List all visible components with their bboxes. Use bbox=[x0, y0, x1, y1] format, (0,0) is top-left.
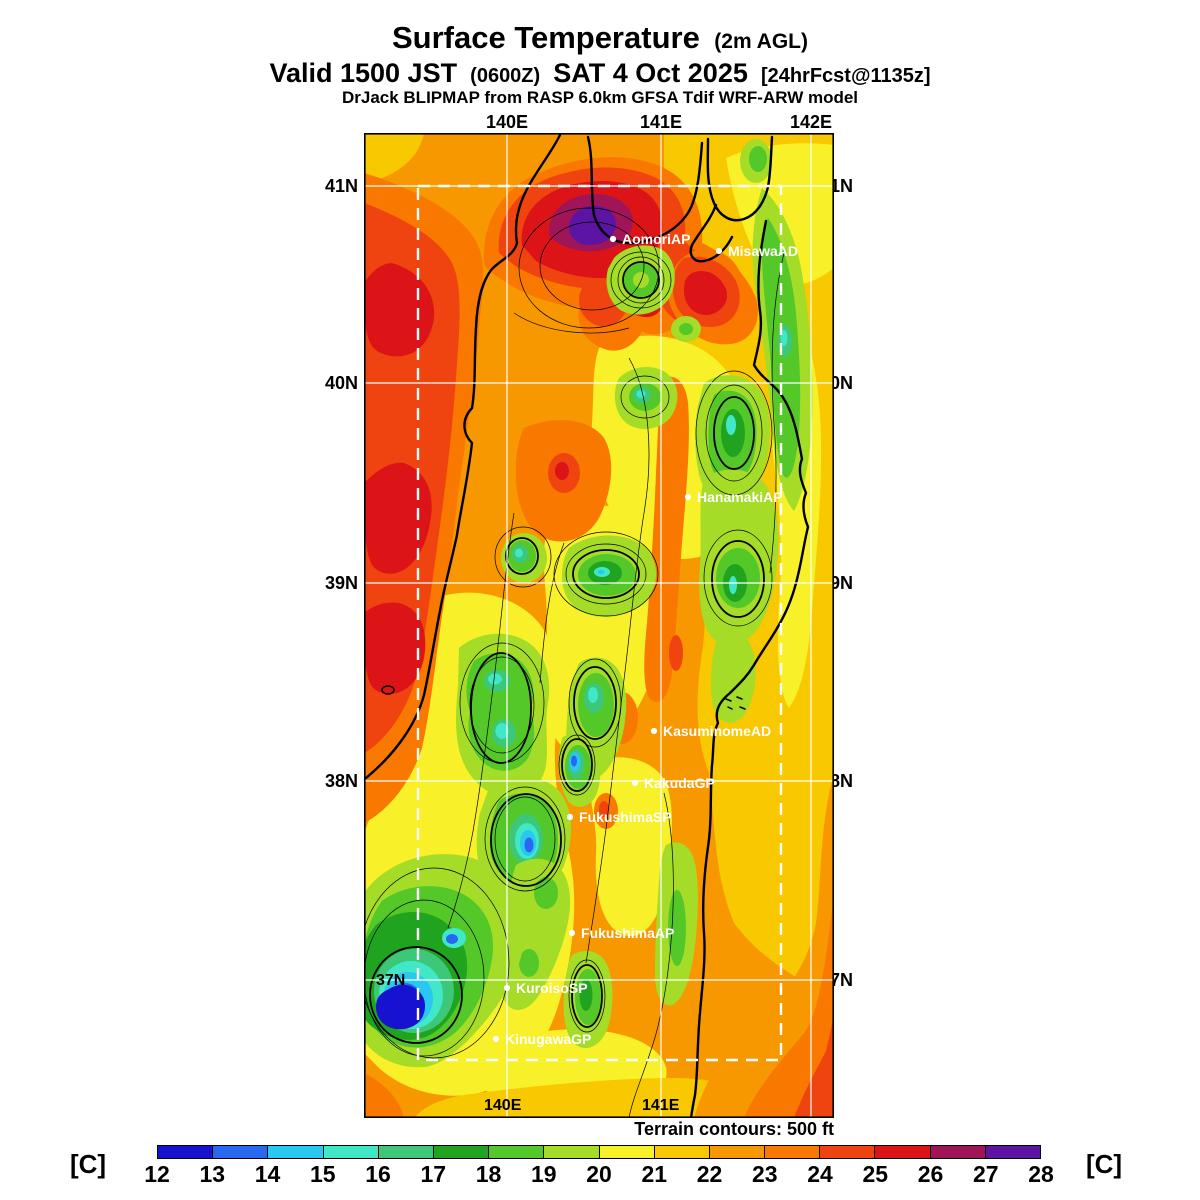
colorbar-tick-label: 25 bbox=[862, 1161, 889, 1187]
model-subtitle: DrJack BLIPMAP from RASP 6.0km GFSA Tdif… bbox=[341, 88, 859, 107]
station-label: KasuminomeAD bbox=[663, 723, 771, 739]
lat-label-left: 38N bbox=[324, 771, 358, 791]
valid-date: SAT 4 Oct 2025 bbox=[553, 58, 748, 88]
inner-graticule-labels: 37N 140E 141E bbox=[376, 972, 680, 1114]
colorbar-unit-left: [C] bbox=[70, 1149, 107, 1179]
station-dot bbox=[568, 929, 576, 937]
colorbar-tick-label: 13 bbox=[199, 1161, 226, 1187]
colorbar-segment bbox=[819, 1146, 875, 1158]
colorbar-segment bbox=[322, 1146, 378, 1158]
lon-label-top: 141E bbox=[639, 112, 683, 132]
colorbar-segment bbox=[764, 1146, 820, 1158]
colorbar-segment bbox=[984, 1146, 1040, 1158]
inner-graticule-label: 37N bbox=[376, 972, 405, 989]
station-label: AomoriAP bbox=[622, 231, 690, 247]
colorbar-tick-label: 27 bbox=[972, 1161, 999, 1187]
colorbar-tick-label: 28 bbox=[1028, 1161, 1054, 1187]
colorbar-segment bbox=[598, 1146, 654, 1158]
forecast-cycle: [24hrFcst@1135z] bbox=[760, 65, 931, 87]
lat-label-left: 39N bbox=[324, 573, 358, 593]
lat-label-left: 41N bbox=[324, 176, 358, 196]
colorbar-unit-right: [C] bbox=[1086, 1149, 1123, 1179]
zulu-time: (0600Z) bbox=[470, 65, 541, 87]
colorbar-tick-label: 17 bbox=[420, 1161, 447, 1187]
model-domain-box bbox=[416, 184, 783, 1062]
lon-label-top: 142E bbox=[789, 112, 833, 132]
colorbar-segment bbox=[432, 1146, 489, 1158]
station-dot bbox=[684, 493, 692, 501]
valid-time-line: Valid 1500 JST (0600Z) SAT 4 Oct 2025 [2… bbox=[0, 58, 1200, 89]
map-border bbox=[364, 133, 834, 1118]
colorbar bbox=[157, 1145, 1041, 1159]
station-label: FukushimaSP bbox=[579, 809, 672, 825]
station-dot bbox=[566, 813, 574, 821]
station-dot bbox=[715, 247, 723, 255]
lon-label-top: 140E bbox=[485, 112, 529, 132]
station-label: KinugawaGP bbox=[505, 1031, 591, 1047]
station-dot bbox=[650, 727, 658, 735]
valid-label: Valid 1500 JST bbox=[269, 58, 458, 88]
terrain-contours bbox=[364, 207, 785, 1118]
colorbar-segment bbox=[377, 1146, 433, 1158]
colorbar-segment bbox=[488, 1146, 544, 1158]
colorbar-segment bbox=[158, 1146, 213, 1158]
colorbar-tick-label: 18 bbox=[475, 1161, 502, 1187]
colorbar-tick-label: 22 bbox=[696, 1161, 723, 1187]
colorbar-tick-label: 23 bbox=[751, 1161, 778, 1187]
terrain-contour-note: Terrain contours: 500 ft bbox=[634, 1119, 834, 1139]
colorbar-segment bbox=[874, 1146, 930, 1158]
station-dot bbox=[503, 984, 511, 992]
colorbar-tick-label: 21 bbox=[641, 1161, 668, 1187]
station-label: FukushimaAP bbox=[581, 925, 674, 941]
colorbar-tick-label: 12 bbox=[144, 1161, 170, 1187]
station-dot bbox=[492, 1035, 500, 1043]
colorbar-tick-label: 16 bbox=[365, 1161, 391, 1187]
colorbar-tick-label: 14 bbox=[254, 1161, 281, 1187]
colorbar-tick-label: 26 bbox=[917, 1161, 944, 1187]
colorbar-segment bbox=[212, 1146, 268, 1158]
title-main: Surface Temperature bbox=[391, 20, 700, 55]
colorbar-segment bbox=[653, 1146, 709, 1158]
page-title: Surface Temperature (2m AGL) bbox=[0, 20, 1200, 56]
colorbar-tick-label: 15 bbox=[309, 1161, 336, 1187]
inner-graticule-label: 141E bbox=[642, 1097, 680, 1114]
colorbar-tick-label: 24 bbox=[807, 1161, 833, 1187]
station-label: MisawaAD bbox=[728, 243, 798, 259]
colorbar-segment bbox=[929, 1146, 985, 1158]
title-level: (2m AGL) bbox=[714, 30, 809, 53]
colorbar-segment bbox=[267, 1146, 323, 1158]
colorbar-tick-label: 19 bbox=[530, 1161, 557, 1187]
station-markers: AomoriAP MisawaAD HanamakiAP KasuminomeAD Ka… bbox=[492, 231, 798, 1047]
lat-label-left: 40N bbox=[324, 373, 358, 393]
colorbar-segment bbox=[708, 1146, 765, 1158]
colorbar-segment bbox=[543, 1146, 599, 1158]
temperature-map: 37N 140E 141E AomoriAP MisawaAD HanamakiAP Ka… bbox=[364, 133, 834, 1118]
station-label: KuroisoSP bbox=[516, 980, 588, 996]
station-label: KakudaGP bbox=[644, 775, 715, 791]
temperature-field bbox=[364, 133, 834, 1118]
station-dot bbox=[609, 235, 617, 243]
colorbar-tick-label: 20 bbox=[586, 1161, 612, 1187]
inner-graticule-label: 140E bbox=[484, 1097, 522, 1114]
station-label: HanamakiAP bbox=[697, 489, 783, 505]
graticule bbox=[364, 133, 834, 1118]
station-dot bbox=[631, 779, 639, 787]
